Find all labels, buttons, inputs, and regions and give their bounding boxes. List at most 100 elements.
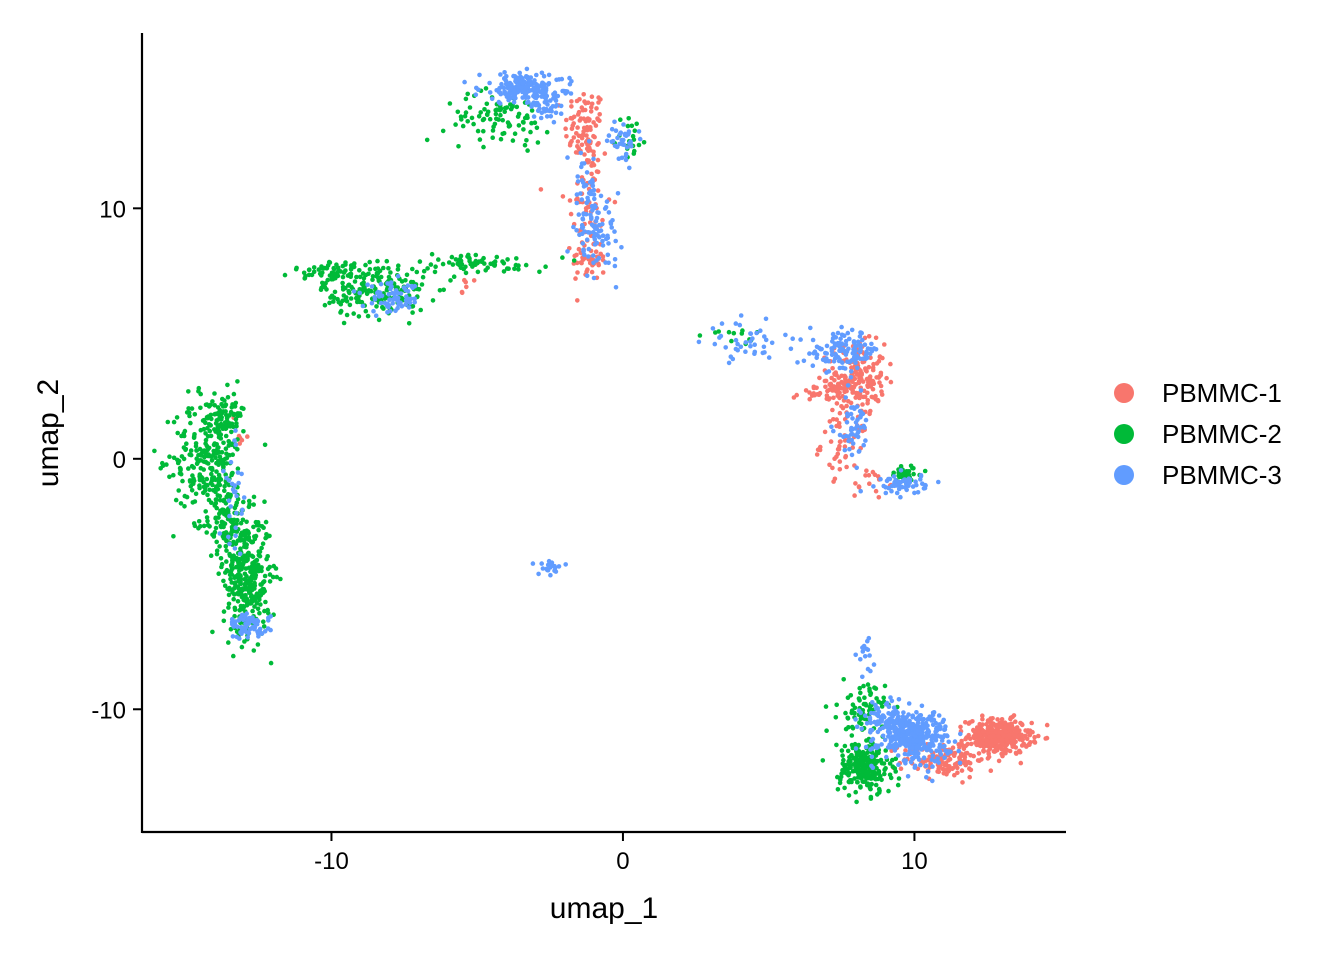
data-point: [834, 417, 839, 422]
data-point: [886, 711, 891, 716]
data-point: [857, 334, 863, 339]
data-point: [516, 111, 522, 117]
data-point: [257, 553, 263, 559]
data-point: [884, 700, 890, 706]
data-point: [224, 548, 229, 553]
data-point: [798, 337, 803, 342]
data-point: [481, 128, 486, 134]
data-point: [619, 155, 625, 161]
data-point: [238, 546, 243, 551]
data-point: [255, 642, 261, 647]
data-point: [824, 343, 830, 349]
data-point: [829, 352, 835, 358]
data-point: [600, 270, 606, 275]
data-point: [201, 426, 207, 432]
data-point: [874, 720, 880, 726]
data-point: [1013, 745, 1019, 750]
data-point: [239, 511, 244, 516]
data-point: [864, 770, 870, 775]
data-point: [509, 85, 514, 90]
data-point: [227, 513, 232, 519]
data-point: [534, 72, 539, 78]
data-point: [600, 243, 606, 248]
data-point: [575, 196, 580, 201]
data-point: [854, 799, 859, 805]
data-point: [218, 524, 224, 530]
data-point: [763, 337, 769, 343]
data-point: [373, 266, 378, 272]
data-point: [909, 745, 915, 750]
data-point: [242, 639, 247, 644]
data-point: [437, 288, 443, 293]
data-point: [858, 376, 864, 382]
data-point: [267, 572, 273, 577]
data-point: [916, 757, 922, 762]
data-point: [234, 424, 239, 429]
data-point: [863, 646, 869, 652]
data-point: [634, 121, 639, 127]
data-point: [612, 229, 617, 234]
data-point: [917, 713, 922, 718]
data-point: [528, 129, 533, 135]
data-point: [583, 183, 589, 188]
data-point: [861, 442, 866, 448]
data-point: [410, 310, 415, 315]
data-point: [224, 559, 229, 564]
data-point: [551, 92, 556, 97]
data-point: [249, 553, 255, 559]
data-point: [856, 429, 861, 434]
data-point: [343, 268, 348, 273]
data-point: [421, 268, 427, 274]
data-point: [455, 109, 461, 115]
data-point: [754, 330, 759, 336]
data-point: [610, 218, 615, 223]
data-point: [866, 635, 872, 641]
data-point: [952, 739, 958, 744]
data-point: [471, 121, 476, 127]
data-point: [867, 481, 872, 487]
data-point: [873, 776, 878, 782]
data-point: [244, 519, 249, 525]
data-point: [848, 411, 854, 417]
data-point: [247, 583, 253, 589]
data-point: [596, 234, 601, 239]
data-point: [846, 793, 852, 798]
data-point: [214, 469, 219, 474]
data-point: [930, 753, 936, 759]
data-point: [240, 507, 245, 513]
data-point: [986, 754, 992, 760]
data-point: [229, 471, 235, 476]
data-point: [563, 562, 568, 567]
data-point: [322, 302, 328, 308]
data-point: [1000, 753, 1005, 759]
data-point: [588, 127, 593, 132]
data-point: [210, 629, 215, 635]
data-point: [347, 302, 353, 308]
data-point: [250, 625, 255, 630]
data-point: [585, 159, 591, 165]
data-point: [846, 779, 852, 784]
data-point: [623, 133, 629, 139]
data-point: [173, 497, 179, 503]
data-point: [845, 330, 851, 336]
data-point: [910, 484, 916, 489]
data-point: [261, 579, 267, 584]
data-point: [837, 459, 843, 464]
data-point: [818, 444, 823, 450]
data-point: [843, 455, 848, 460]
data-point: [907, 480, 912, 485]
data-point: [361, 280, 366, 285]
data-point: [483, 86, 489, 91]
data-point: [591, 253, 596, 258]
data-point: [913, 479, 918, 485]
data-point: [743, 349, 748, 355]
data-point: [850, 724, 855, 730]
data-point: [915, 728, 920, 733]
data-point: [263, 599, 268, 605]
data-point: [389, 284, 394, 290]
data-point: [863, 352, 869, 358]
data-point: [851, 339, 857, 344]
data-point: [929, 737, 934, 743]
data-point: [837, 424, 842, 430]
data-point: [219, 561, 225, 567]
